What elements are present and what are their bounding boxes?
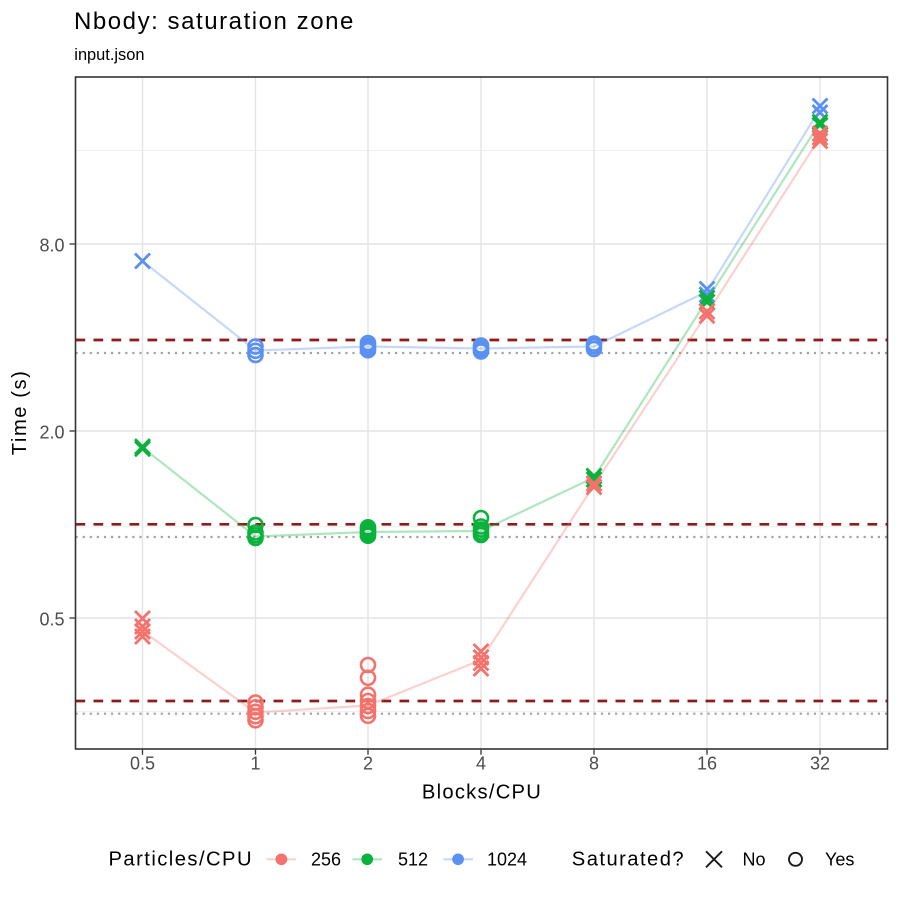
svg-text:1024: 1024 xyxy=(487,850,527,870)
svg-text:Particles/CPU: Particles/CPU xyxy=(109,849,254,871)
svg-text:0.5: 0.5 xyxy=(130,754,155,774)
svg-text:No: No xyxy=(743,850,766,870)
svg-text:Yes: Yes xyxy=(825,850,854,870)
svg-text:4: 4 xyxy=(476,754,486,774)
svg-text:1: 1 xyxy=(250,754,260,774)
svg-text:8.0: 8.0 xyxy=(39,236,64,256)
svg-text:16: 16 xyxy=(697,754,717,774)
svg-text:256: 256 xyxy=(311,850,341,870)
svg-text:2.0: 2.0 xyxy=(39,423,64,443)
svg-text:Time (s): Time (s) xyxy=(9,370,31,456)
svg-text:32: 32 xyxy=(810,754,830,774)
svg-text:Blocks/CPU: Blocks/CPU xyxy=(422,782,542,804)
svg-text:0.5: 0.5 xyxy=(39,610,64,630)
svg-text:2: 2 xyxy=(363,754,373,774)
svg-text:8: 8 xyxy=(589,754,599,774)
svg-text:512: 512 xyxy=(398,850,428,870)
svg-text:Saturated?: Saturated? xyxy=(572,849,685,871)
svg-text:Nbody: saturation zone: Nbody: saturation zone xyxy=(74,8,355,35)
svg-text:input.json: input.json xyxy=(74,46,144,64)
